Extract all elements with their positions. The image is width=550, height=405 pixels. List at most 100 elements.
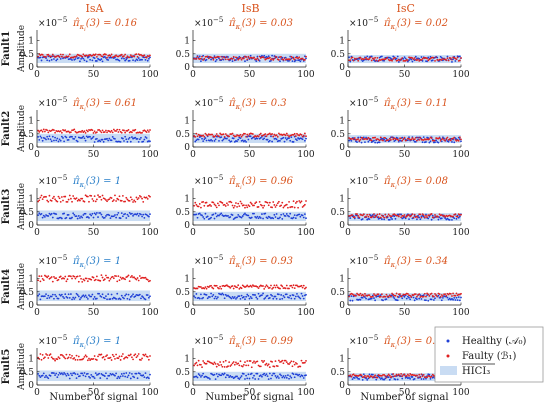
x-tick-label: 100 (141, 388, 158, 398)
faulty-point (444, 293, 447, 296)
faulty-point (458, 136, 461, 139)
faulty-point (235, 361, 237, 364)
healthy-point (125, 217, 128, 219)
faulty-point (258, 133, 261, 136)
x-tick-label: 0 (190, 228, 196, 238)
healthy-point (370, 55, 373, 58)
faulty-point (357, 59, 360, 62)
pi-annotation: π̂κi(3) = 1 (72, 176, 121, 191)
healthy-point (88, 294, 90, 297)
faulty-point (135, 196, 138, 199)
faulty-point (298, 56, 301, 59)
faulty-point (237, 284, 240, 287)
healthy-point (366, 55, 369, 58)
healthy-point (241, 215, 244, 217)
faulty-point (374, 216, 377, 218)
faulty-point (390, 295, 392, 298)
healthy-point (56, 137, 59, 140)
healthy-point (458, 215, 461, 218)
healthy-point (135, 372, 138, 375)
healthy-point (126, 140, 129, 143)
faulty-point (46, 354, 49, 356)
healthy-point (215, 215, 218, 218)
faulty-point (358, 216, 361, 219)
faulty-point (101, 276, 104, 279)
healthy-point (258, 59, 261, 62)
healthy-point (203, 217, 206, 220)
faulty-point (409, 294, 412, 297)
faulty-point (376, 376, 379, 379)
healthy-point (279, 298, 281, 301)
faulty-point (84, 354, 87, 357)
faulty-point (229, 365, 232, 367)
healthy-point (126, 297, 129, 300)
healthy-point (264, 374, 267, 377)
faulty-point (115, 353, 117, 356)
healthy-point (47, 294, 50, 297)
faulty-point (303, 361, 306, 364)
healthy-point (124, 375, 127, 378)
healthy-point (42, 214, 45, 217)
healthy-point (58, 371, 61, 374)
faulty-point (201, 366, 203, 369)
faulty-point (71, 277, 73, 280)
legend-band-label: HICI₃ (462, 366, 490, 377)
faulty-point (418, 138, 421, 141)
faulty-point (242, 363, 245, 366)
healthy-point (136, 212, 139, 215)
healthy-point (201, 214, 203, 217)
healthy-point (224, 376, 227, 379)
healthy-point (289, 212, 292, 215)
healthy-point (210, 292, 212, 295)
faulty-point (445, 137, 448, 140)
faulty-point (97, 194, 99, 197)
healthy-point (421, 141, 424, 144)
faulty-point (458, 59, 461, 62)
healthy-point (452, 58, 454, 60)
healthy-point (123, 372, 125, 375)
healthy-point (266, 217, 269, 220)
healthy-point (124, 212, 127, 215)
faulty-point (129, 353, 132, 356)
healthy-point (57, 297, 60, 300)
healthy-point (60, 372, 63, 374)
healthy-point (195, 375, 198, 378)
healthy-point (58, 138, 61, 141)
healthy-point (440, 140, 443, 143)
faulty-point (142, 353, 145, 356)
faulty-point (59, 130, 62, 132)
healthy-point (215, 372, 218, 375)
faulty-point (135, 278, 138, 281)
faulty-point (449, 57, 452, 60)
faulty-point (365, 376, 367, 379)
faulty-point (73, 275, 76, 278)
pi-arg: (3) = (242, 176, 271, 187)
healthy-point (79, 298, 81, 301)
healthy-point (227, 56, 229, 58)
healthy-point (80, 57, 82, 60)
healthy-point (361, 218, 364, 220)
healthy-point (249, 295, 252, 298)
faulty-point (53, 275, 55, 278)
faulty-point (54, 359, 56, 362)
healthy-point (200, 293, 202, 296)
faulty-point (75, 354, 78, 357)
healthy-point (244, 60, 246, 63)
healthy-point (81, 136, 84, 139)
pi-subscript: κ (79, 341, 85, 349)
faulty-point (305, 135, 307, 138)
faulty-point (299, 365, 302, 368)
faulty-point (271, 360, 273, 363)
healthy-point (239, 137, 242, 140)
faulty-point (58, 357, 61, 360)
healthy-point (74, 58, 77, 60)
scale-exponent: −5 (57, 96, 67, 104)
faulty-point (414, 293, 417, 296)
y-tick-label: 0.5 (176, 50, 191, 60)
healthy-point (231, 295, 234, 298)
faulty-point (119, 359, 122, 361)
faulty-point (373, 293, 375, 295)
faulty-point (63, 356, 66, 359)
healthy-point (115, 216, 117, 219)
faulty-point (46, 129, 49, 132)
